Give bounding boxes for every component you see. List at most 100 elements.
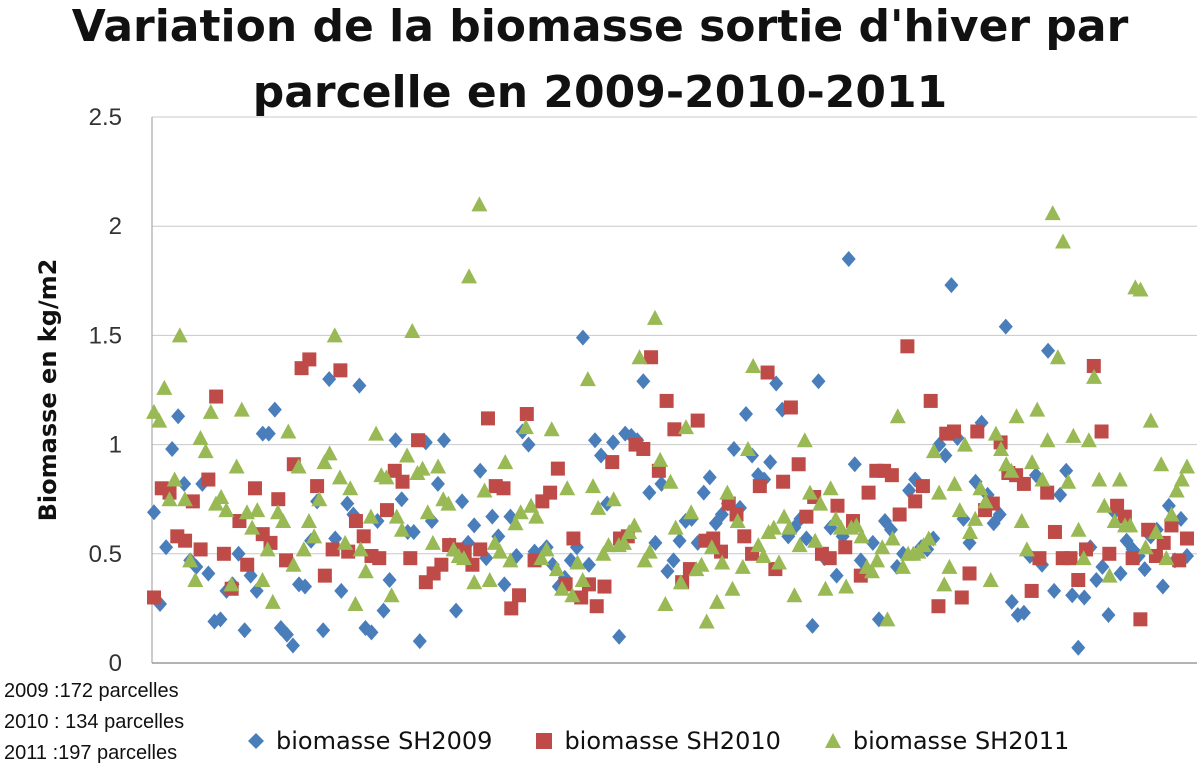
data-point-triangle (956, 436, 973, 452)
data-point-triangle (667, 519, 684, 535)
data-point-diamond (1071, 639, 1086, 656)
data-point-triangle (993, 440, 1010, 456)
data-point-triangle (337, 534, 354, 550)
data-point-triangle (1049, 349, 1066, 365)
data-point-triangle (564, 587, 581, 603)
data-point-diamond (364, 624, 379, 641)
data-point-triangle (579, 371, 596, 387)
data-point-square (1164, 518, 1179, 533)
data-point-triangle (419, 504, 436, 520)
data-point-triangle (1013, 513, 1030, 529)
data-point-triangle (951, 502, 968, 518)
data-point-diamond (147, 504, 161, 521)
data-point-triangle (1158, 550, 1175, 566)
data-point-diamond (159, 539, 174, 556)
data-point-square (636, 441, 651, 456)
data-point-square (1040, 485, 1055, 500)
data-point-square (923, 393, 938, 408)
data-point-triangle (1168, 482, 1185, 498)
data-point-square (822, 551, 837, 566)
data-point-triangle (187, 572, 204, 588)
note-2009: 2009 :172 parcelles (4, 680, 179, 702)
data-point-square (496, 481, 511, 496)
data-point-diamond (279, 626, 294, 643)
data-point-square (1094, 424, 1109, 439)
data-point-triangle (554, 580, 571, 596)
data-point-square (1172, 553, 1187, 568)
triangle-marker-icon (824, 733, 841, 748)
data-point-triangle (182, 552, 199, 568)
data-point-triangle (1075, 550, 1092, 566)
data-point-square (271, 492, 286, 507)
data-point-triangle (430, 458, 447, 474)
data-point-triangle (791, 537, 808, 553)
data-point-triangle (631, 349, 648, 365)
data-point-triangle (729, 513, 746, 529)
data-point-triangle (455, 550, 472, 566)
data-point-square (543, 485, 558, 500)
y-tick-label: 2.5 (89, 104, 122, 131)
data-point-diamond (237, 622, 252, 639)
data-point-diamond (322, 371, 337, 388)
data-point-diamond (998, 318, 1013, 335)
data-point-square (597, 579, 612, 594)
data-point-diamond (285, 637, 300, 654)
data-point-diamond (587, 432, 602, 449)
data-point-triangle (316, 454, 333, 470)
data-point-triangle (698, 613, 715, 629)
data-point-triangle (559, 480, 576, 496)
data-point-square (473, 542, 488, 557)
data-point-triangle (295, 541, 312, 557)
note-2010: 2010 : 134 parcelles (4, 711, 185, 733)
gridlines (151, 116, 1197, 664)
data-point-triangle (254, 572, 271, 588)
data-point-triangle (987, 425, 1004, 441)
data-point-triangle (786, 587, 803, 603)
y-tick-label: 0.5 (89, 541, 122, 568)
data-point-triangle (1034, 471, 1051, 487)
data-point-triangle (1070, 521, 1087, 537)
data-point-triangle (528, 508, 545, 524)
data-point-triangle (796, 432, 813, 448)
chart-title-line-2: parcelle en 2009-2010-2011 (252, 67, 948, 118)
data-point-triangle (590, 499, 607, 515)
data-point-triangle (213, 489, 230, 505)
data-point-triangle (1091, 471, 1108, 487)
data-point-triangle (368, 425, 385, 441)
data-point-square (550, 461, 565, 476)
data-point-triangle (869, 552, 886, 568)
data-point-square (411, 433, 426, 448)
data-points (146, 196, 1195, 656)
diamond-marker-icon (248, 733, 264, 749)
data-point-triangle (461, 268, 478, 284)
data-point-square (1102, 546, 1117, 561)
data-point-diamond (485, 508, 500, 525)
data-point-triangle (641, 543, 658, 559)
data-point-triangle (342, 480, 359, 496)
data-point-square (915, 479, 930, 494)
data-point-square (799, 509, 814, 524)
data-point-square (706, 531, 721, 546)
data-point-triangle (848, 517, 865, 533)
data-point-triangle (585, 478, 602, 494)
data-point-triangle (1060, 473, 1077, 489)
data-point-square (644, 350, 659, 365)
data-point-square (380, 503, 395, 518)
data-point-triangle (378, 469, 395, 485)
data-point-triangle (492, 543, 509, 559)
data-point-square (519, 407, 534, 422)
data-point-triangle (708, 593, 725, 609)
data-point-square (356, 529, 371, 544)
data-point-triangle (507, 515, 524, 531)
data-point-triangle (595, 545, 612, 561)
parcel-count-notes: 2009 :172 parcelles 2010 : 134 parcelles… (4, 676, 184, 769)
data-point-square (279, 553, 294, 568)
data-point-triangle (1086, 368, 1103, 384)
data-point-square (892, 507, 907, 522)
data-point-triangle (533, 550, 550, 566)
data-point-triangle (388, 508, 405, 524)
data-point-triangle (801, 484, 818, 500)
data-point-square (395, 474, 410, 489)
data-point-square (659, 393, 674, 408)
data-point-square (908, 494, 923, 509)
